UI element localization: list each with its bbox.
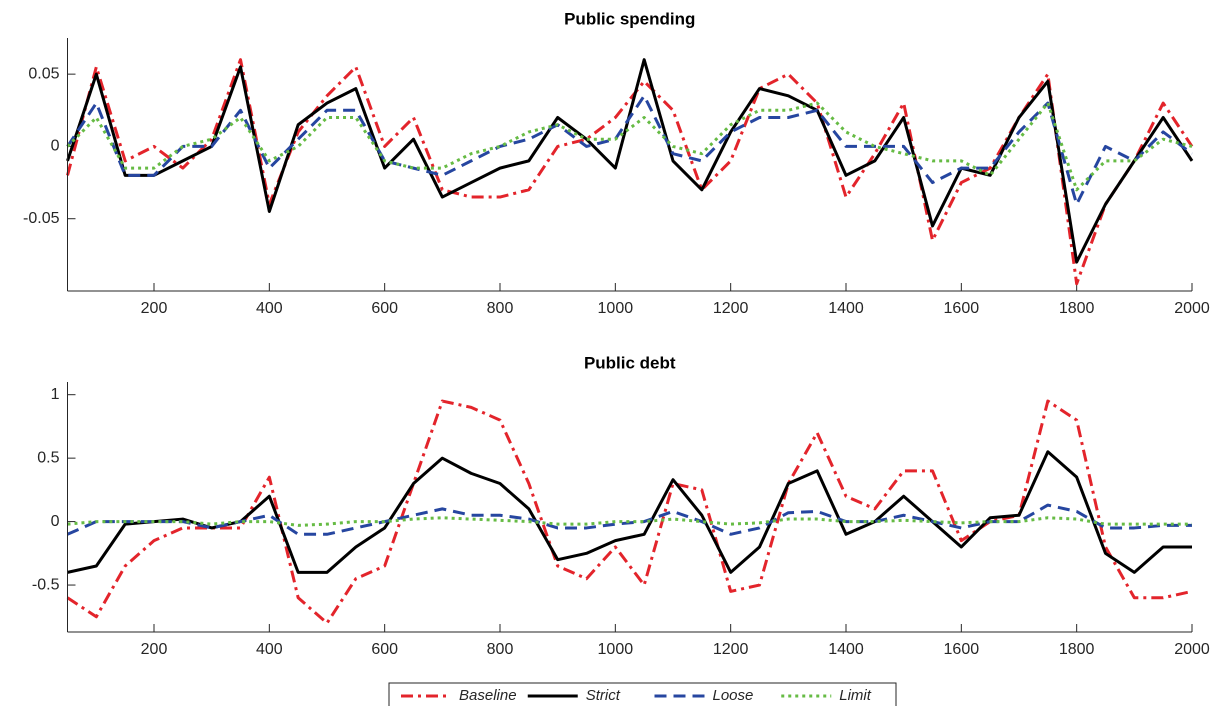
series-line	[66, 58, 1194, 286]
legend-label: Baseline	[459, 687, 517, 704]
series-line	[66, 101, 1193, 192]
x-tick-label: 200	[141, 300, 168, 317]
x-tick-label: 1800	[1059, 641, 1095, 658]
series-line	[67, 450, 1192, 574]
x-tick-label: 1600	[944, 641, 980, 658]
y-tick-label: 0	[51, 513, 60, 530]
x-tick-label: 600	[371, 300, 398, 317]
y-tick-label: -0.5	[32, 576, 60, 593]
series-line	[66, 399, 1193, 625]
legend-label: Loose	[713, 687, 754, 704]
series-line	[67, 516, 1192, 527]
x-tick-label: 600	[371, 641, 398, 658]
y-tick-label: 1	[51, 386, 60, 403]
x-tick-label: 1600	[944, 300, 980, 317]
y-tick-label: 0.05	[28, 65, 59, 82]
x-tick-label: 1400	[828, 300, 864, 317]
series-line	[66, 58, 1194, 264]
series-line	[66, 503, 1192, 536]
x-tick-label: 1400	[828, 641, 864, 658]
y-tick-label: 0.5	[37, 449, 59, 466]
chart-title: Public debt	[584, 353, 676, 372]
x-tick-label: 1000	[598, 641, 634, 658]
chart: Public spending -0.05 0 0.05 200 400 600 800 100…	[23, 9, 1210, 317]
x-tick-label: 1800	[1059, 300, 1095, 317]
x-tick-label: 800	[487, 300, 514, 317]
x-tick-label: 800	[487, 641, 514, 658]
y-tick-label: -0.05	[23, 210, 60, 227]
chart-title: Public spending	[564, 9, 695, 28]
x-tick-label: 2000	[1174, 641, 1210, 658]
series-line	[66, 94, 1193, 206]
x-tick-label: 200	[141, 641, 168, 658]
x-tick-label: 1200	[713, 300, 749, 317]
legend-label: Strict	[586, 687, 621, 704]
x-tick-label: 400	[256, 641, 283, 658]
x-tick-label: 400	[256, 300, 283, 317]
legend-label: Limit	[839, 687, 872, 704]
x-tick-label: 1200	[713, 641, 749, 658]
legend: Baseline Strict Loose Limit	[388, 682, 897, 711]
x-tick-label: 1000	[598, 300, 634, 317]
y-tick-label: 0	[51, 138, 60, 155]
x-tick-label: 2000	[1174, 300, 1210, 317]
